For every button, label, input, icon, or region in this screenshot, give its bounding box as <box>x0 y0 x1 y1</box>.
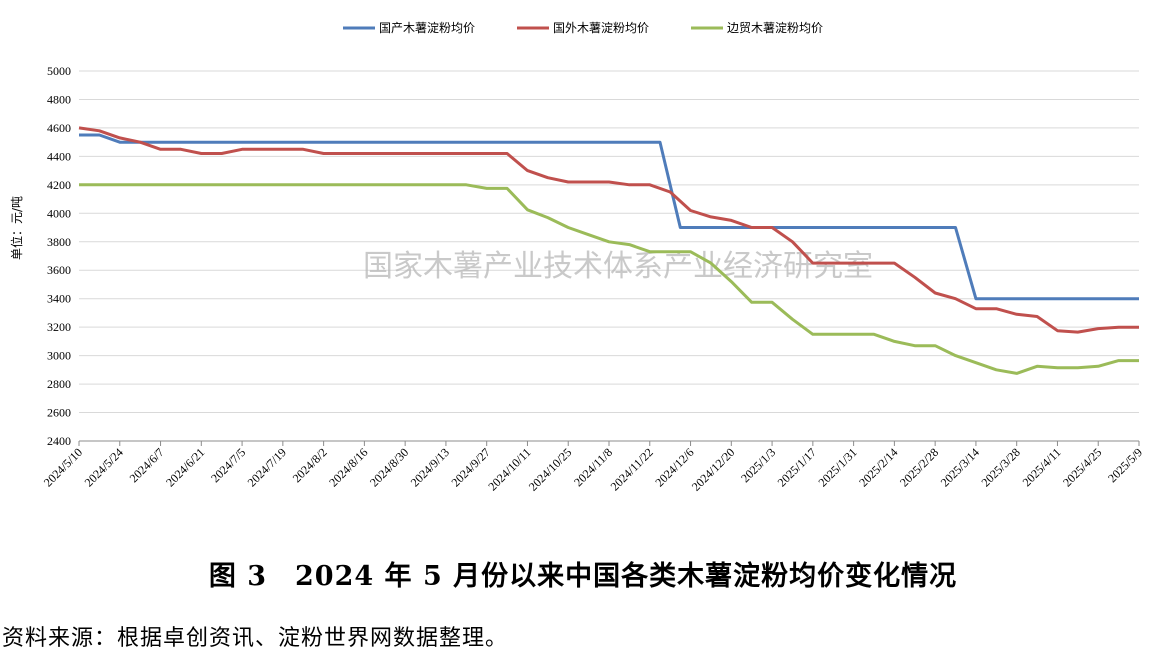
x-tick-label: 2025/1/31 <box>815 445 859 489</box>
x-tick-label: 2025/2/14 <box>856 445 900 489</box>
y-tick-label: 5000 <box>47 64 71 78</box>
x-tick-label: 2024/6/7 <box>127 445 167 485</box>
series-line <box>79 183 1139 375</box>
y-tick-label: 2400 <box>47 434 71 448</box>
figure-title: 2024 年 5 月份以来中国各类木薯淀粉均价变化情况 <box>295 561 958 592</box>
x-tick-label: 2025/3/14 <box>938 445 982 489</box>
watermark: 国家木薯产业技术体系产业经济研究室 <box>363 249 873 284</box>
y-tick-label: 2600 <box>47 406 71 420</box>
y-tick-label: 4600 <box>47 121 71 135</box>
y-tick-label: 3800 <box>47 235 71 249</box>
gridlines <box>79 70 1139 414</box>
y-tick-label: 2800 <box>47 377 71 391</box>
x-tick-label: 2025/4/25 <box>1060 445 1104 489</box>
legend-label: 国外木薯淀粉均价 <box>553 21 649 35</box>
y-tick-label: 4400 <box>47 149 71 163</box>
y-tick-label: 4800 <box>47 92 71 106</box>
x-tick-label: 2025/5/9 <box>1105 445 1145 485</box>
x-tick-label: 2025/3/28 <box>978 445 1022 489</box>
y-tick-label: 3600 <box>47 263 71 277</box>
x-tick-label: 2024/7/5 <box>208 445 248 485</box>
y-tick-label: 4000 <box>47 206 71 220</box>
series-line <box>78 126 1139 334</box>
legend-label: 国产木薯淀粉均价 <box>379 21 475 35</box>
y-tick-label: 3000 <box>47 349 71 363</box>
y-tick-label: 3400 <box>47 292 71 306</box>
figure-caption: 图 3 2024 年 5 月份以来中国各类木薯淀粉均价变化情况 <box>0 554 1166 593</box>
x-tick-label: 2024/9/13 <box>408 445 452 489</box>
figure-number: 图 3 <box>208 561 268 592</box>
x-tick-label: 2024/10/25 <box>526 445 575 494</box>
x-tick-label: 2024/7/19 <box>245 445 289 489</box>
x-tick-label: 2024/11/22 <box>608 445 656 493</box>
x-tick-label: 2025/1/17 <box>775 445 819 489</box>
y-tick-label: 3200 <box>47 320 71 334</box>
source-note: 资料来源：根据卓创资讯、淀粉世界网数据整理。 <box>2 626 509 651</box>
x-tick-label: 2024/5/24 <box>82 445 126 489</box>
series-line <box>79 133 1139 301</box>
series-lines <box>78 126 1139 375</box>
y-tick-label: 4200 <box>47 178 71 192</box>
x-tick-label: 2024/8/2 <box>290 445 330 485</box>
legend-label: 边贸木薯淀粉均价 <box>727 21 823 35</box>
x-tick-label: 2024/8/30 <box>367 445 411 489</box>
x-tick-label: 2024/6/21 <box>163 445 207 489</box>
y-axis-ticks: 2400 2600 2800 3000 3200 3400 3600 3800 4000 4200… <box>47 64 71 448</box>
x-tick-label: 2024/10/11 <box>485 445 533 493</box>
x-tick-label: 2025/1/3 <box>738 445 778 485</box>
x-tick-label: 2025/2/28 <box>897 445 941 489</box>
x-tick-label: 2025/4/11 <box>1020 445 1064 489</box>
x-tick-label: 2024/8/16 <box>326 445 370 489</box>
x-tick-label: 2024/5/10 <box>41 445 85 489</box>
x-tick-label: 2024/12/20 <box>689 445 738 494</box>
price-line-chart: 2400 2600 2800 3000 3200 3400 3600 3800 4000 4200… <box>9 21 1145 494</box>
legend: 国产木薯淀粉均价 国外木薯淀粉均价 边贸木薯淀粉均价 <box>343 21 823 35</box>
y-axis-label: 单位：元/吨 <box>9 196 24 260</box>
